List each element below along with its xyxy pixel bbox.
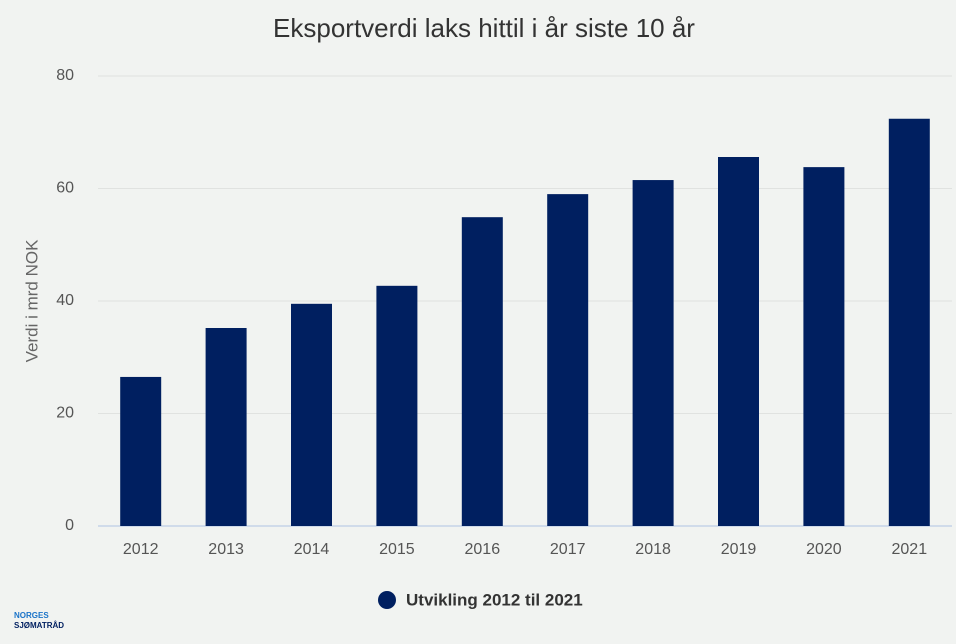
- bar: [376, 285, 418, 526]
- x-tick-label: 2019: [721, 541, 757, 558]
- y-tick-label: 0: [65, 517, 74, 534]
- y-axis-label: Verdi i mrd NOK: [22, 239, 41, 362]
- chart-title: Eksportverdi laks hittil i år siste 10 å…: [273, 13, 695, 43]
- bar: [205, 328, 247, 526]
- logo-line: SJØMATRÅD: [14, 621, 64, 630]
- x-tick-label: 2018: [635, 541, 671, 558]
- x-tick-label: 2015: [379, 541, 415, 558]
- x-tick-label: 2013: [208, 541, 244, 558]
- logo-line: NORGES: [14, 611, 49, 620]
- bar: [632, 180, 674, 526]
- bar: [461, 217, 503, 526]
- y-tick-label: 40: [56, 292, 74, 309]
- x-tick-label: 2012: [123, 541, 159, 558]
- x-tick-label: 2020: [806, 541, 842, 558]
- legend-label: Utvikling 2012 til 2021: [406, 590, 583, 609]
- x-tick-label: 2014: [294, 541, 330, 558]
- bar: [547, 194, 589, 526]
- bar: [120, 376, 162, 526]
- x-tick-label: 2016: [465, 541, 501, 558]
- bar: [291, 303, 332, 526]
- y-tick-label: 20: [56, 405, 74, 422]
- x-tick-label: 2017: [550, 541, 586, 558]
- legend-marker: [378, 591, 396, 609]
- bar: [718, 157, 759, 526]
- y-tick-label: 80: [56, 67, 74, 84]
- x-tick-label: 2021: [892, 541, 928, 558]
- bar: [888, 118, 930, 526]
- bar: [803, 167, 845, 526]
- y-tick-label: 60: [56, 180, 74, 197]
